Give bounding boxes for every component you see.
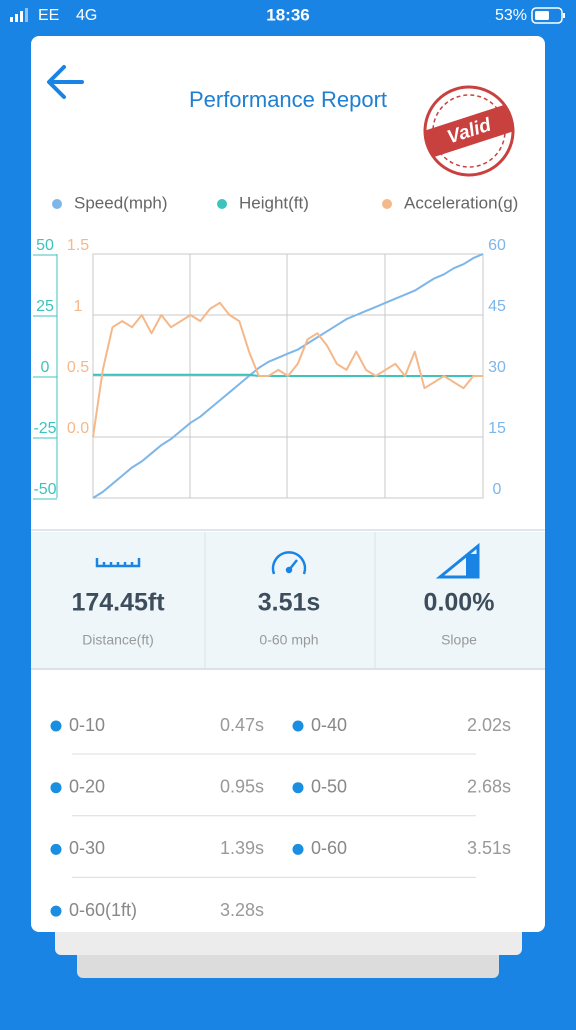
legend-marker (217, 199, 227, 209)
y-tick-label: 30 (488, 359, 506, 376)
legend-label: Speed(mph) (74, 193, 168, 212)
split-label: 0-40 (311, 715, 347, 735)
y-tick-label: 1.5 (67, 237, 89, 254)
y-tick-label: -25 (33, 420, 56, 437)
network: 4G (76, 7, 97, 24)
legend-marker (52, 199, 62, 209)
split-dot (292, 843, 304, 855)
split-time: 0.47s (220, 715, 264, 735)
back-button[interactable] (47, 65, 84, 99)
split-label: 0-50 (311, 776, 347, 796)
splits: 0-10 0.47s 0-40 2.02s 0-20 0.95s 0-50 2.68s 0-30… (50, 715, 511, 920)
y-tick-label: 0.0 (67, 420, 89, 437)
y-tick-label: 0.5 (67, 359, 89, 376)
stat-value: 3.51s (258, 589, 321, 617)
split-label: 0-10 (69, 715, 105, 735)
split-dot (50, 843, 62, 855)
stat-value: 174.45ft (71, 589, 165, 617)
y-tick-label: 25 (36, 298, 54, 315)
y-tick-label: 0 (41, 359, 50, 376)
split-label: 0-60 (311, 838, 347, 858)
split-dot (50, 720, 62, 732)
split-time: 1.39s (220, 838, 264, 858)
split-dot (292, 720, 304, 732)
clock: 18:36 (266, 5, 309, 24)
carrier: EE (38, 7, 59, 24)
distance-icon (95, 558, 141, 568)
y-tick-label: 15 (488, 420, 506, 437)
stat-label: 0-60 mph (259, 632, 318, 648)
split-label: 0-30 (69, 838, 105, 858)
plot: -50 -25 0 25 50 0.0 0.5 1 1.5 0 15 30 45 60 (33, 237, 506, 500)
stats-panel (31, 532, 545, 669)
card (31, 36, 545, 932)
split-time: 2.02s (467, 715, 511, 735)
y-tick-label: 60 (488, 237, 506, 254)
battery-percent: 53% (495, 7, 527, 24)
y-tick-label: -50 (33, 481, 56, 498)
signal (10, 8, 28, 22)
split-dot (292, 782, 304, 794)
battery-icon (531, 7, 565, 24)
stat-value: 0.00% (424, 589, 495, 617)
legend-label: Acceleration(g) (404, 193, 518, 212)
legend-label: Height(ft) (239, 193, 309, 212)
y-tick-label: 0 (493, 481, 502, 498)
stat-label: Slope (441, 632, 477, 648)
stat-label: Distance(ft) (82, 632, 154, 648)
series-line (92, 301, 483, 438)
split-dot (50, 782, 62, 794)
series-line (92, 253, 484, 499)
y-tick-label: 45 (488, 298, 506, 315)
split-dot (50, 905, 62, 917)
legend: Speed(mph) Height(ft) Acceleration(g) (52, 193, 518, 212)
stats: 174.45ft Distance(ft) 3.51s 0-60 mph 0.00% Sl… (71, 589, 494, 648)
page-title: Performance Report (189, 87, 387, 112)
y-tick-label: 50 (36, 237, 54, 254)
split-time: 2.68s (467, 776, 511, 796)
split-time: 3.28s (220, 900, 264, 920)
split-time: 3.51s (467, 838, 511, 858)
y-tick-label: 1 (74, 298, 83, 315)
gauge-icon (271, 551, 307, 575)
legend-marker (382, 199, 392, 209)
split-label: 0-20 (69, 776, 105, 796)
split-time: 0.95s (220, 776, 264, 796)
split-label: 0-60(1ft) (69, 900, 137, 920)
slope-icon (435, 542, 480, 579)
